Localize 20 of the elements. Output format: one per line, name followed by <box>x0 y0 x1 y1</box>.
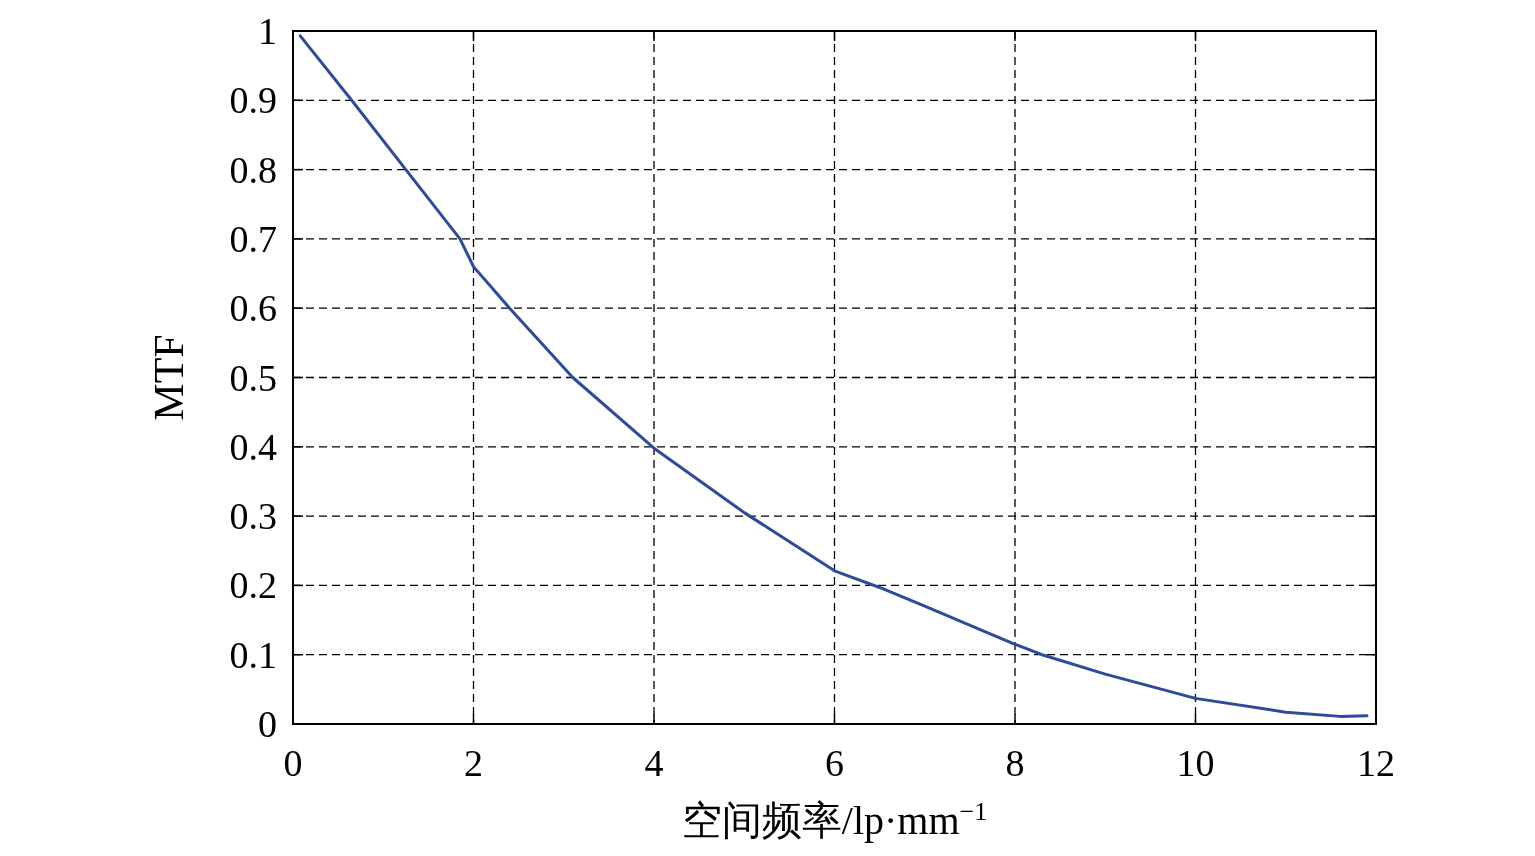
y-tick-label: 0 <box>258 703 277 745</box>
y-tick-label: 0.4 <box>229 425 277 468</box>
y-axis-title: MTF <box>146 334 192 421</box>
y-tick-label: 0.6 <box>229 287 277 330</box>
y-tick-label: 0.2 <box>229 564 277 607</box>
x-tick-label: 8 <box>1005 742 1025 784</box>
y-tick-label: 0.7 <box>229 217 277 260</box>
x-tick-label: 6 <box>825 742 844 784</box>
x-tick-label: 10 <box>1176 742 1215 784</box>
y-tick-label: 0.5 <box>229 356 277 399</box>
y-tick-label: 0.8 <box>229 148 277 191</box>
x-axis-title: 空间频率/lp·mm$^{−1}$ <box>681 796 988 843</box>
y-tick-label: 0.3 <box>229 495 277 538</box>
x-tick-label: 4 <box>644 742 664 784</box>
y-tick-label: 0.9 <box>229 79 277 122</box>
y-tick-label: 1 <box>258 10 277 52</box>
line-series <box>298 34 1369 718</box>
x-tick-label: 12 <box>1357 742 1395 784</box>
y-tick-label: 0.1 <box>229 633 277 676</box>
x-tick-label: 2 <box>464 742 483 784</box>
